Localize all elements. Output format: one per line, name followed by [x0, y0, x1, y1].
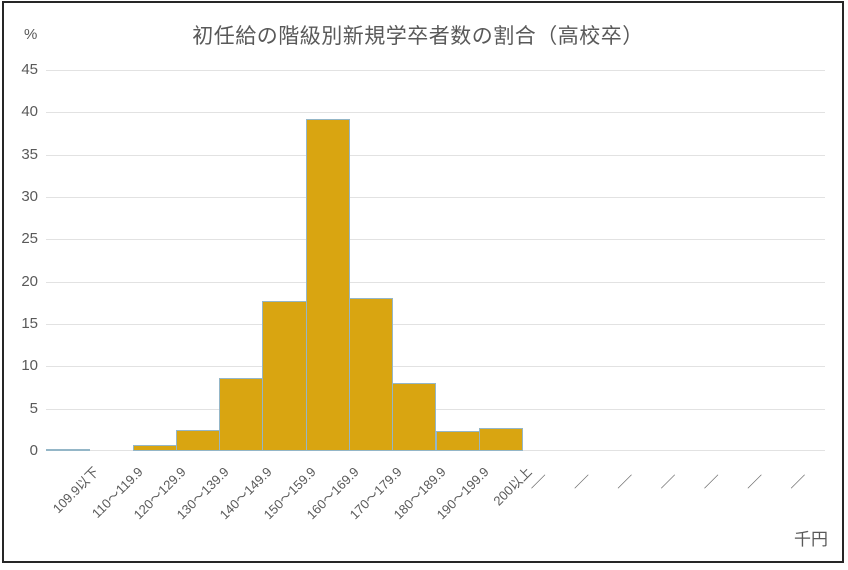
bar	[348, 298, 394, 451]
y-tick-label: 20	[21, 272, 38, 290]
bar	[175, 430, 221, 451]
gridline	[46, 239, 825, 240]
y-tick-label: 15	[21, 315, 38, 332]
empty-category-slash: ／	[790, 474, 806, 491]
chart-title: 初任給の階級別新規学卒者数の割合（高校卒）	[192, 25, 644, 48]
empty-category-slash: ／	[703, 474, 719, 491]
gridline	[46, 155, 825, 156]
y-tick-label: 40	[21, 103, 38, 121]
gridline	[46, 324, 825, 325]
y-tick-label: 10	[21, 357, 38, 375]
empty-category-slash: ／	[747, 474, 763, 491]
y-tick-label: 25	[21, 230, 38, 248]
gridline	[46, 112, 825, 113]
y-axis-unit-label: %	[24, 26, 38, 43]
bar	[478, 428, 524, 451]
empty-category-slash: ／	[617, 474, 633, 491]
gridline	[46, 282, 825, 283]
gridline	[46, 197, 825, 198]
y-tick-label: 35	[21, 145, 38, 163]
plot-area	[46, 70, 825, 451]
bar	[305, 119, 350, 451]
bar	[132, 445, 177, 451]
gridline	[46, 366, 825, 367]
y-tick-label: 0	[29, 442, 38, 459]
y-tick-label: 30	[21, 188, 38, 205]
bar	[435, 431, 480, 451]
empty-category-slash: ／	[573, 474, 589, 491]
gridline	[46, 70, 825, 71]
y-tick-label: 5	[29, 399, 38, 417]
empty-category-slash: ／	[530, 474, 546, 491]
y-tick-label: 45	[21, 61, 38, 78]
bar	[219, 378, 264, 451]
bar	[46, 449, 91, 451]
chart-frame: 初任給の階級別新規学卒者数の割合（高校卒） % 45 40 35 30 25 20 15 10…	[2, 1, 844, 563]
x-axis-unit-label: 千円	[794, 530, 828, 549]
bar	[392, 383, 437, 451]
bar	[262, 301, 307, 451]
empty-category-slash: ／	[660, 474, 676, 491]
